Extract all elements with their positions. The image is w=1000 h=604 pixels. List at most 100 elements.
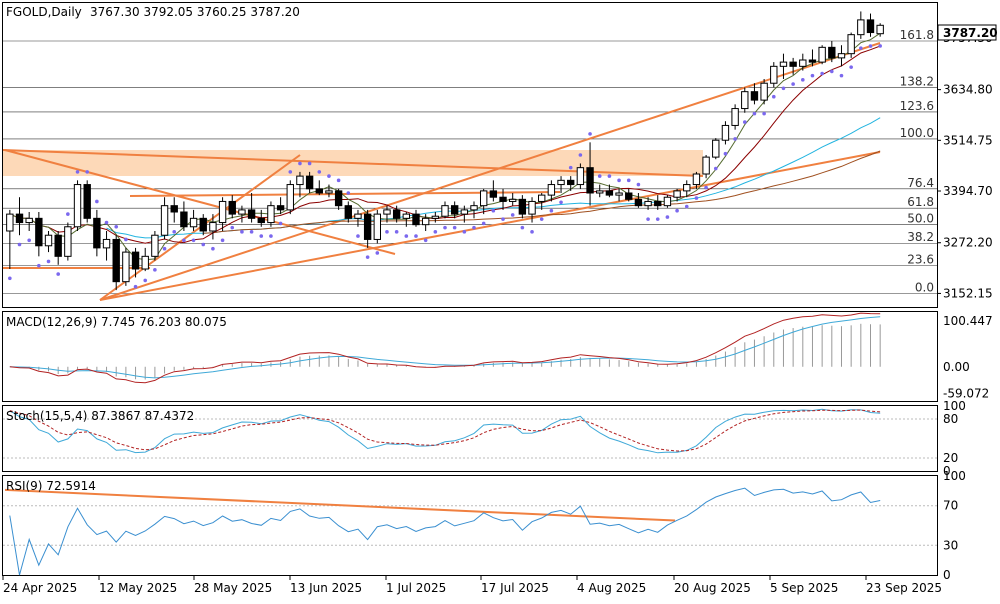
sar-dot [240,230,244,234]
trendline-descending[interactable] [4,149,396,255]
candle-bearish [654,200,662,207]
fib-level-label: 61.8 [907,195,934,209]
candle-bullish [460,209,469,215]
sar-dot [220,238,225,243]
candle-bullish [373,213,381,240]
sar-dot [713,166,718,171]
fib-level-label: 50.0 [907,212,934,226]
sar-dot [37,263,41,268]
sar-dot [85,170,89,174]
sar-dot [791,82,795,86]
sar-dot [211,246,215,251]
fib-levels: 161.8 138.2 123.6 100.0 76.4 61.8 50.0 38.2 23.6… [3,28,937,294]
sar-dot [733,137,737,141]
candle-bullish [779,61,788,67]
sar-dot [820,71,824,76]
sar-dot [46,259,51,264]
candle-bullish [818,46,826,63]
stoch-tick-label: 20 [943,451,958,465]
macd-indicator: 100.447 0.00 -59.072 [9,312,993,401]
sar-dot [230,225,235,230]
sar-dot [636,182,641,187]
sar-dot [336,178,341,183]
candle-bullish [6,213,14,232]
time-tick-label: 20 Aug 2025 [674,581,751,595]
sar-dot [404,234,409,238]
sar-dot [114,224,119,229]
fib-level-label: 0.0 [915,280,934,294]
sar-dot [597,174,602,178]
candle-bearish [363,213,372,240]
fib-level-label: 38.2 [907,230,934,244]
candle-bearish [199,217,207,232]
candle-bullish [692,173,701,186]
fib-level-label: 138.2 [900,74,934,88]
sar-dot [655,217,660,221]
candle-bullish [267,205,275,224]
sar-dot [423,238,428,243]
time-tick-label: 1 Jul 2025 [386,581,446,595]
price-tick-label: 3272.20 [943,236,993,250]
candle-bearish [247,209,256,219]
sar-dot [501,217,505,221]
panel-frames [2,2,938,576]
sar-dot [269,234,273,238]
sar-dot [327,174,331,178]
trendline-long-channel-bottom[interactable] [99,151,881,301]
candle-bullish [799,59,807,67]
candle-bullish [441,205,449,217]
sar-dot [356,234,360,238]
candle-bearish [450,205,459,215]
candle-bullish [538,194,546,202]
candle-bullish [479,190,488,207]
rsi-trendline[interactable] [4,488,676,522]
trendline-horizontal[interactable] [129,191,561,197]
sar-dot [781,86,786,91]
sar-dot [182,238,186,243]
time-tick-label: 28 May 2025 [194,581,272,595]
sar-dot [694,196,699,200]
candle-bearish [392,209,401,219]
sar-dot [481,221,486,226]
rsi-tick-label: 30 [943,538,958,552]
rsi-tick-label: 100 [943,469,966,483]
candle-bullish [596,190,604,194]
candle-bearish [412,213,420,226]
rsi-indicator: 100 70 30 0 [3,469,966,582]
candle-bullish [770,65,778,84]
main-panel-frame [2,2,938,308]
sar-dot [66,212,70,216]
price-tick-label: 3514.75 [943,133,993,147]
candle-bullish [151,234,159,257]
candle-bearish [518,198,527,215]
rsi-panel-frame [2,475,938,576]
sar-dot [859,46,863,50]
trendline-zone-top[interactable] [2,149,704,177]
sar-dot [8,276,12,281]
candle-bullish [663,196,672,207]
sar-dot [162,246,167,251]
sar-dot [830,69,834,74]
candle-bullish [44,234,53,247]
sar-dot [839,73,844,78]
sar-dot [433,230,438,234]
stoch-k-line [9,408,881,454]
candle-bearish [489,190,498,198]
candle-bullish [122,251,130,283]
sar-dot [95,199,99,204]
candle-bullish [615,192,623,196]
fib-level-label: 123.6 [900,99,934,113]
time-axis: 24 Apr 2025 12 May 2025 28 May 2025 13 Jun … [2,575,942,595]
candle-bearish [131,251,140,270]
candle-bearish [808,59,817,63]
trendline-long-channel-top[interactable] [99,42,881,301]
candle-bullish [509,198,517,202]
sar-dot [771,94,776,99]
sar-dot [568,165,573,170]
candle-bullish [421,217,430,226]
candle-bullish [73,184,82,228]
candle-bullish [721,124,730,141]
candle-bullish [64,226,72,257]
